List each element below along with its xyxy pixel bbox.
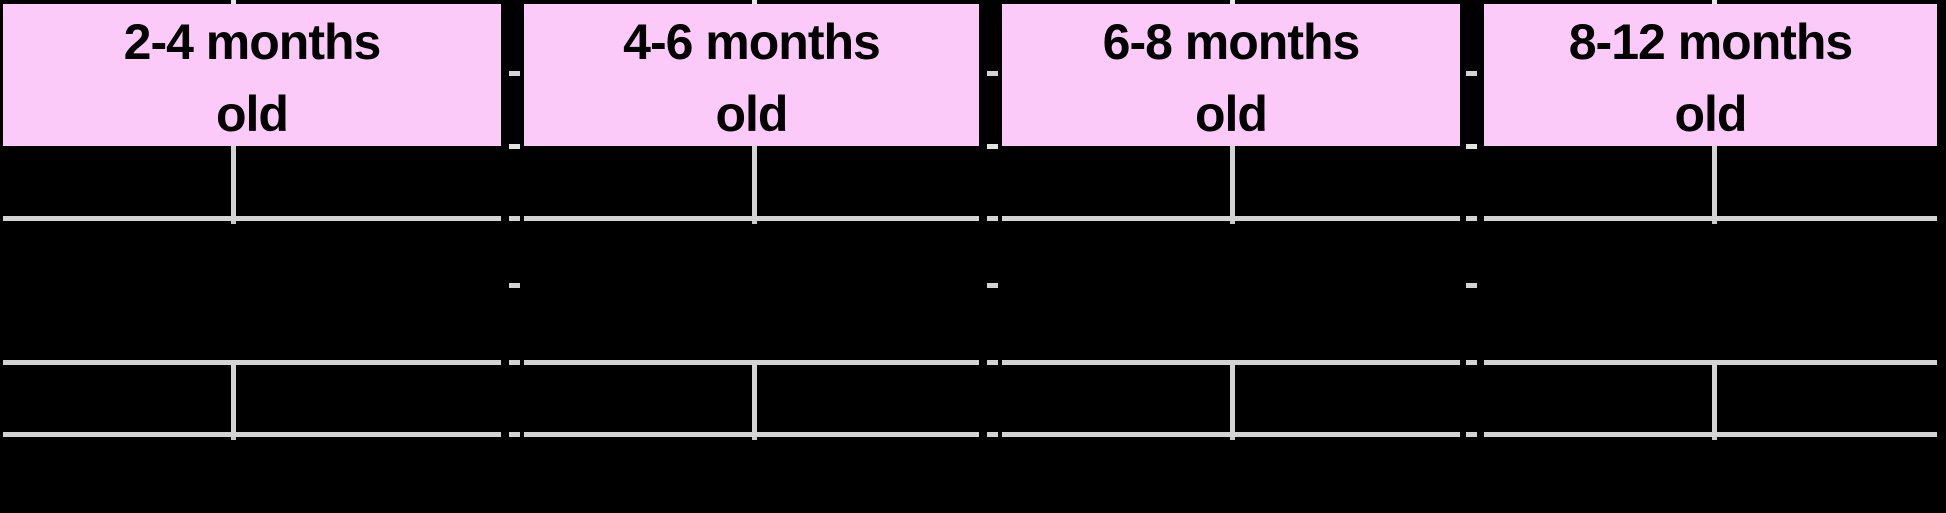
row-divider-dash xyxy=(1466,360,1477,365)
row-divider-dash xyxy=(987,71,998,76)
rule-stub xyxy=(1230,221,1235,224)
row-rule-bottom xyxy=(1484,432,1937,437)
row-rule-bottom xyxy=(1002,432,1460,437)
connector-drop-line xyxy=(1712,146,1717,221)
rule-stub xyxy=(1712,437,1717,440)
header-label-line2: old xyxy=(715,86,789,142)
row-divider-dash xyxy=(1466,432,1477,437)
connector-tick-line xyxy=(231,360,236,437)
rule-stub xyxy=(752,221,757,224)
connector-drop-line xyxy=(1230,146,1235,221)
row-divider-dash xyxy=(509,432,520,437)
row-rule-top xyxy=(1002,216,1460,221)
connector-tick-line xyxy=(752,360,757,437)
age-group-column-6-8-months: 6-8 months old xyxy=(1002,0,1460,513)
row-rule-middle xyxy=(524,360,979,365)
row-rule-middle xyxy=(1484,360,1937,365)
row-rule-bottom xyxy=(3,432,501,437)
top-border-tick xyxy=(231,0,236,4)
header-label-line2: old xyxy=(216,86,289,142)
row-divider-dash xyxy=(509,283,520,288)
row-divider-dash xyxy=(509,144,520,149)
header-label-line2: old xyxy=(1195,86,1268,142)
age-group-column-8-12-months: 8-12 months old xyxy=(1484,0,1937,513)
row-rule-top xyxy=(524,216,979,221)
rule-stub xyxy=(752,437,757,440)
row-divider-dash xyxy=(1466,283,1477,288)
row-divider-dash xyxy=(1466,71,1477,76)
row-rule-middle xyxy=(3,360,501,365)
rule-stub xyxy=(231,437,236,440)
header-label-line1: 2-4 months xyxy=(123,14,382,70)
row-divider-dash xyxy=(987,216,998,221)
top-border-tick xyxy=(752,0,757,4)
row-divider-dash xyxy=(509,71,520,76)
row-divider-dash xyxy=(1466,144,1477,149)
row-rule-bottom xyxy=(524,432,979,437)
header-label-line1: 8-12 months xyxy=(1568,14,1854,70)
header-label-line1: 6-8 months xyxy=(1102,14,1361,70)
connector-drop-line xyxy=(752,146,757,221)
row-rule-top xyxy=(1484,216,1937,221)
header-label-line2: old xyxy=(1674,86,1748,142)
row-divider-dash xyxy=(987,432,998,437)
rule-stub xyxy=(231,221,236,224)
rule-stub xyxy=(1712,221,1717,224)
row-rule-top xyxy=(3,216,501,221)
connector-tick-line xyxy=(1712,360,1717,437)
header-4-6-months: 4-6 months old xyxy=(524,4,979,146)
top-border-tick xyxy=(1712,0,1717,4)
age-group-column-4-6-months: 4-6 months old xyxy=(524,0,979,513)
connector-drop-line xyxy=(231,146,236,221)
header-6-8-months: 6-8 months old xyxy=(1002,4,1460,146)
top-border-tick xyxy=(1230,0,1235,4)
row-divider-dash xyxy=(1466,216,1477,221)
row-divider-dash xyxy=(509,216,520,221)
header-label-line1: 4-6 months xyxy=(623,14,881,70)
gap-separator-3 xyxy=(1466,0,1477,513)
header-2-4-months: 2-4 months old xyxy=(3,4,501,146)
row-divider-dash xyxy=(987,360,998,365)
row-divider-dash xyxy=(509,360,520,365)
row-divider-dash xyxy=(987,283,998,288)
connector-tick-line xyxy=(1230,360,1235,437)
header-8-12-months: 8-12 months old xyxy=(1484,4,1937,146)
rule-stub xyxy=(1230,437,1235,440)
age-group-column-2-4-months: 2-4 months old xyxy=(3,0,501,513)
row-divider-dash xyxy=(987,144,998,149)
gap-separator-2 xyxy=(987,0,998,513)
gap-separator-1 xyxy=(509,0,520,513)
